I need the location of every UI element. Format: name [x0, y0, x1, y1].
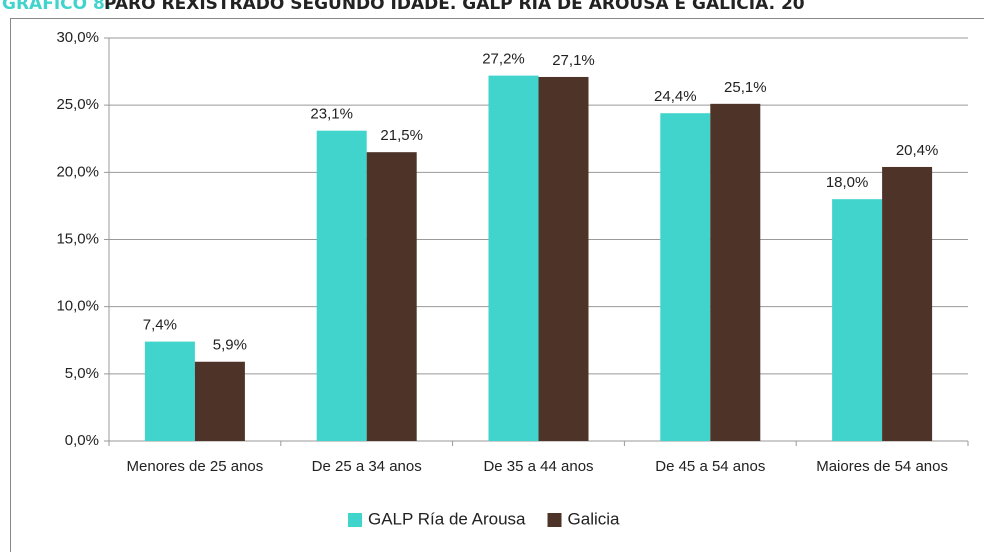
legend-label: GALP Ría de Arousa: [368, 509, 526, 528]
title-prefix: GRÁFICO 8.: [2, 0, 111, 14]
y-tick-label: 30,0%: [56, 29, 99, 46]
y-tick-label: 10,0%: [56, 298, 99, 315]
value-label: 7,4%: [143, 317, 177, 334]
value-label: 27,2%: [482, 51, 525, 68]
x-tick-label: De 25 a 34 anos: [312, 458, 422, 475]
bar: [316, 130, 367, 441]
value-label: 21,5%: [380, 127, 423, 144]
bar: [144, 341, 195, 441]
bar: [660, 113, 711, 441]
legend-label: Galicia: [568, 509, 621, 528]
value-label: 23,1%: [310, 106, 353, 123]
bar: [832, 199, 883, 441]
bar: [538, 76, 589, 441]
value-label: 25,1%: [724, 79, 767, 96]
x-tick-label: De 45 a 54 anos: [655, 458, 765, 475]
value-label: 24,4%: [654, 88, 697, 105]
bar: [882, 166, 933, 441]
x-tick-label: De 35 a 44 anos: [483, 458, 593, 475]
y-tick-label: 5,0%: [65, 365, 99, 382]
legend-swatch: [547, 513, 562, 527]
y-tick-label: 20,0%: [56, 163, 99, 180]
value-label: 5,9%: [213, 337, 247, 354]
y-tick-label: 15,0%: [56, 230, 99, 247]
bar: [488, 75, 539, 441]
chart-title: PARO REXISTRADO SEGUNDO IDADE. GALP RÍA …: [104, 0, 805, 14]
y-tick-label: 0,0%: [65, 432, 99, 449]
chart-border: [10, 18, 984, 552]
value-label: 27,1%: [552, 52, 595, 69]
bar: [710, 103, 761, 441]
x-tick-label: Maiores de 54 anos: [816, 458, 948, 475]
x-tick-label: Menores de 25 anos: [127, 458, 264, 475]
legend-swatch: [348, 513, 362, 527]
value-label: 18,0%: [826, 174, 869, 191]
bar: [366, 152, 417, 441]
y-tick-label: 25,0%: [56, 96, 99, 113]
bar: [194, 361, 245, 441]
value-label: 20,4%: [896, 142, 939, 159]
